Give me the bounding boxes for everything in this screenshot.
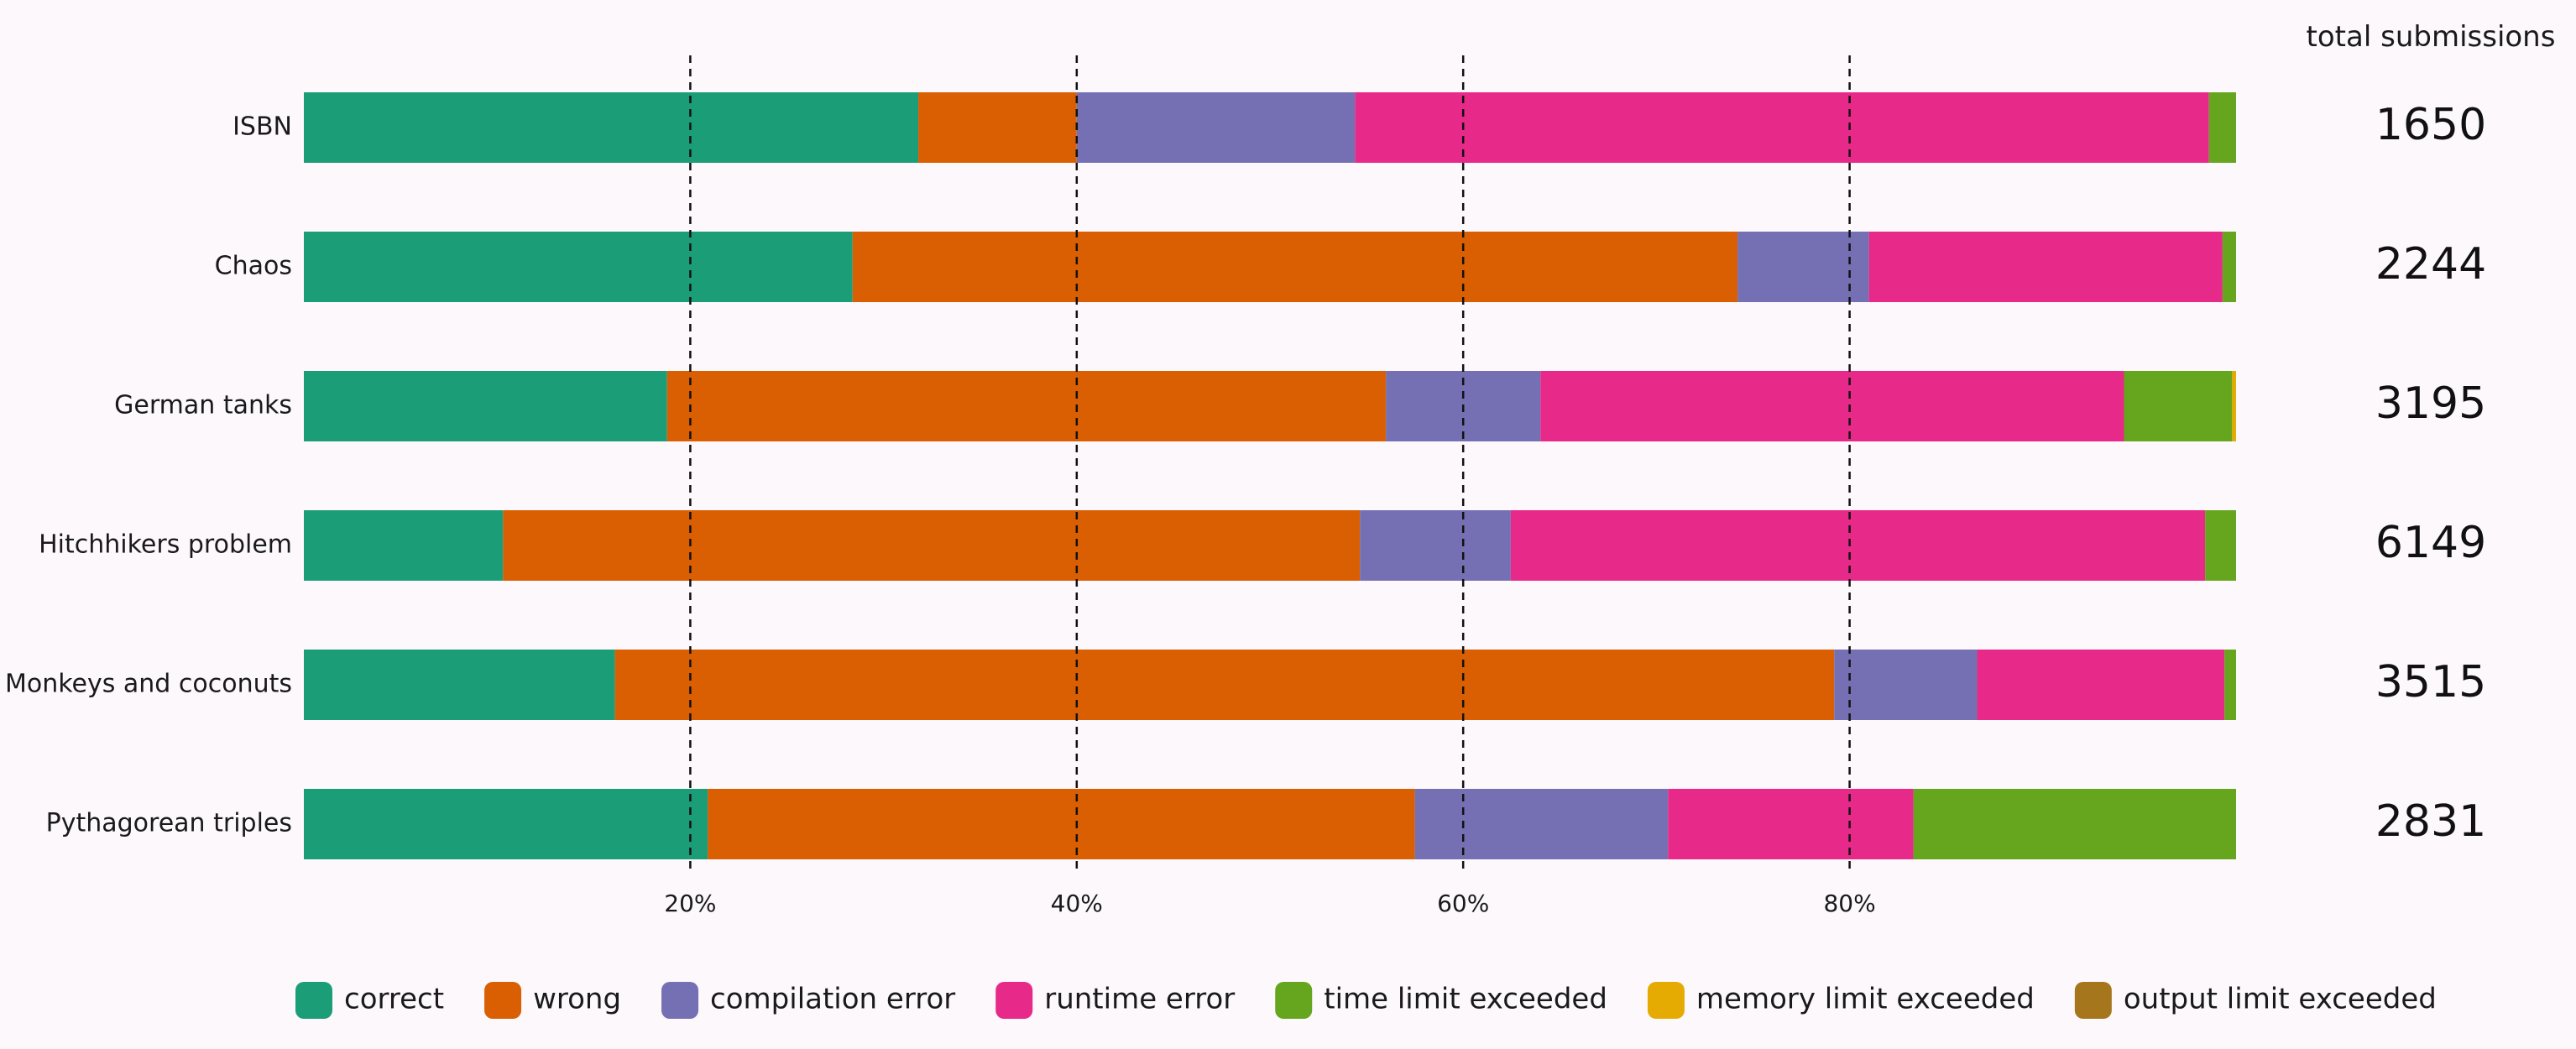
bar-segment-isbn-compilation-error xyxy=(1076,92,1356,163)
labels-layer: ISBN 1650 Chaos 2244 German tanks 3195 Hitchhi… xyxy=(5,20,2555,917)
bars-layer xyxy=(304,92,2236,859)
category-label: Chaos xyxy=(215,252,292,281)
bar-segment-chaos-runtime-error xyxy=(1868,232,2223,302)
legend-item-correct: correct xyxy=(295,982,444,1019)
bar-segment-isbn-wrong xyxy=(918,92,1077,163)
legend-item-wrong: wrong xyxy=(484,982,621,1019)
total-submissions-value: 2244 xyxy=(2375,239,2486,290)
bar-segment-chaos-time-limit-exceeded xyxy=(2222,232,2236,302)
x-tick-label: 20% xyxy=(664,890,716,917)
bar-segment-hitchhikers-problem-wrong xyxy=(503,510,1361,581)
bar-segment-monkeys-and-coconuts-time-limit-exceeded xyxy=(2224,650,2236,720)
legend-label: compilation error xyxy=(710,983,955,1016)
category-label: Pythagorean triples xyxy=(46,809,292,838)
bar-segment-german-tanks-time-limit-exceeded xyxy=(2124,371,2233,441)
bar-segment-pythagorean-triples-correct xyxy=(304,789,708,859)
legend-swatch xyxy=(995,982,1033,1019)
legend-label: correct xyxy=(344,983,444,1016)
total-submissions-value: 3515 xyxy=(2375,657,2486,707)
x-tick-label: 60% xyxy=(1437,890,1489,917)
total-submissions-value: 1650 xyxy=(2375,100,2486,150)
legend-swatch xyxy=(1647,982,1685,1019)
bar-segment-pythagorean-triples-runtime-error xyxy=(1668,789,1914,859)
bar-segment-german-tanks-memory-limit-exceeded xyxy=(2232,371,2236,441)
bar-segment-pythagorean-triples-wrong xyxy=(708,789,1415,859)
bar-segment-isbn-runtime-error xyxy=(1355,92,2209,163)
total-submissions-value: 2831 xyxy=(2375,796,2486,847)
bar-segment-pythagorean-triples-compilation-error xyxy=(1414,789,1669,859)
legend-label: time limit exceeded xyxy=(1324,983,1607,1016)
bar-segment-pythagorean-triples-time-limit-exceeded xyxy=(1913,789,2236,859)
bar-segment-monkeys-and-coconuts-wrong xyxy=(614,650,1835,720)
category-label: German tanks xyxy=(114,391,292,420)
bar-segment-chaos-wrong xyxy=(852,232,1738,302)
legend-swatch xyxy=(1275,982,1313,1019)
legend-item-runtime-error: runtime error xyxy=(995,982,1235,1019)
bar-segment-isbn-time-limit-exceeded xyxy=(2208,92,2236,163)
grid-layer xyxy=(689,55,1851,874)
bar-segment-hitchhikers-problem-correct xyxy=(304,510,504,581)
legend: correct wrong compilation error runtime err… xyxy=(295,982,2437,1019)
x-tick-label: 80% xyxy=(1823,890,1875,917)
legend-swatch xyxy=(295,982,332,1019)
bar-segment-monkeys-and-coconuts-compilation-error xyxy=(1834,650,1978,720)
totals-header: total submissions xyxy=(2307,20,2556,54)
legend-label: output limit exceeded xyxy=(2124,983,2437,1016)
bar-segment-isbn-correct xyxy=(304,92,919,163)
legend-swatch xyxy=(661,982,699,1019)
legend-label: memory limit exceeded xyxy=(1696,983,2035,1016)
bar-segment-german-tanks-wrong xyxy=(666,371,1387,441)
total-submissions-value: 6149 xyxy=(2375,518,2486,568)
legend-item-compilation-error: compilation error xyxy=(661,982,955,1019)
category-label: Monkeys and coconuts xyxy=(5,670,292,699)
legend-item-memory-limit-exceeded: memory limit exceeded xyxy=(1647,982,2035,1019)
bar-segment-hitchhikers-problem-time-limit-exceeded xyxy=(2205,510,2236,581)
bar-segment-hitchhikers-problem-compilation-error xyxy=(1360,510,1511,581)
legend-swatch xyxy=(2074,982,2112,1019)
legend-swatch xyxy=(484,982,522,1019)
x-tick-label: 40% xyxy=(1051,890,1103,917)
category-label: ISBN xyxy=(233,112,292,142)
bar-segment-chaos-correct xyxy=(304,232,853,302)
category-label: Hitchhikers problem xyxy=(39,530,292,560)
legend-label: wrong xyxy=(533,983,621,1016)
legend-item-time-limit-exceeded: time limit exceeded xyxy=(1275,982,1607,1019)
bar-segment-monkeys-and-coconuts-runtime-error xyxy=(1977,650,2225,720)
bar-segment-monkeys-and-coconuts-correct xyxy=(304,650,615,720)
bar-segment-german-tanks-correct xyxy=(304,371,667,441)
legend-label: runtime error xyxy=(1044,983,1235,1016)
legend-item-output-limit-exceeded: output limit exceeded xyxy=(2074,982,2437,1019)
bar-segment-german-tanks-runtime-error xyxy=(1540,371,2124,441)
bar-segment-chaos-compilation-error xyxy=(1737,232,1869,302)
bar-segment-hitchhikers-problem-runtime-error xyxy=(1510,510,2206,581)
total-submissions-value: 3195 xyxy=(2375,378,2486,429)
